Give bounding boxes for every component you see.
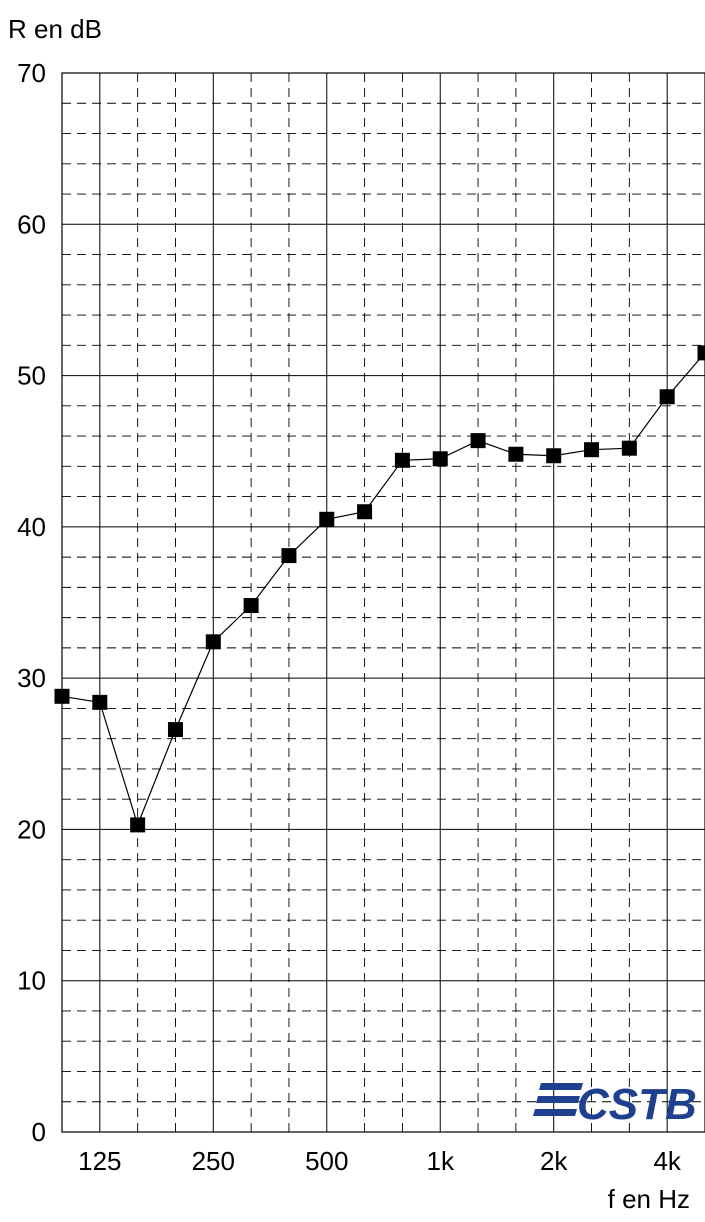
- data-point-marker: [54, 688, 70, 704]
- plot-frame: [61, 72, 705, 1133]
- data-point-marker: [470, 433, 486, 449]
- x-tick-label: 1k: [427, 1146, 455, 1176]
- data-point-marker: [546, 448, 562, 464]
- data-point-marker: [167, 722, 183, 738]
- data-point-marker: [130, 817, 146, 833]
- x-tick-label: 2k: [540, 1146, 568, 1176]
- y-tick-labels: 0 10 20 30 40 50 60 70: [17, 58, 46, 1147]
- data-point-marker: [584, 442, 600, 458]
- x-tick-label: 125: [78, 1146, 121, 1176]
- x-tick-labels: 125 250 500 1k 2k 4k: [78, 1146, 682, 1176]
- data-point-marker: [432, 451, 448, 467]
- data-point-marker: [205, 634, 221, 650]
- y-tick-label: 40: [17, 512, 46, 542]
- logo-stripes-icon: [533, 1083, 583, 1116]
- data-point-marker: [357, 504, 373, 520]
- major-grid: [62, 73, 705, 1132]
- data-point-marker: [243, 598, 259, 614]
- y-tick-label: 50: [17, 361, 46, 391]
- data-point-marker: [394, 452, 410, 468]
- y-tick-label: 70: [17, 58, 46, 88]
- data-point-marker: [621, 440, 637, 456]
- y-tick-label: 30: [17, 663, 46, 693]
- x-tick-label: 500: [305, 1146, 348, 1176]
- x-axis-label: f en Hz: [608, 1184, 690, 1214]
- data-point-marker: [659, 389, 675, 405]
- cstb-logo: CSTB: [533, 1080, 697, 1129]
- y-tick-label: 0: [32, 1117, 46, 1147]
- y-tick-label: 20: [17, 814, 46, 844]
- logo-text: CSTB: [577, 1080, 697, 1129]
- series-layer: [54, 345, 705, 833]
- x-tick-label: 4k: [653, 1146, 681, 1176]
- data-point-marker: [319, 511, 335, 527]
- data-point-marker: [281, 548, 297, 564]
- series-line: [61, 352, 705, 827]
- data-point-marker: [697, 345, 705, 361]
- y-tick-label: 10: [17, 966, 46, 996]
- minor-grid: [62, 73, 705, 1132]
- y-axis-label: R en dB: [8, 14, 102, 44]
- x-tick-label: 250: [192, 1146, 235, 1176]
- y-tick-label: 60: [17, 209, 46, 239]
- data-point-marker: [508, 446, 524, 462]
- data-point-marker: [92, 694, 108, 710]
